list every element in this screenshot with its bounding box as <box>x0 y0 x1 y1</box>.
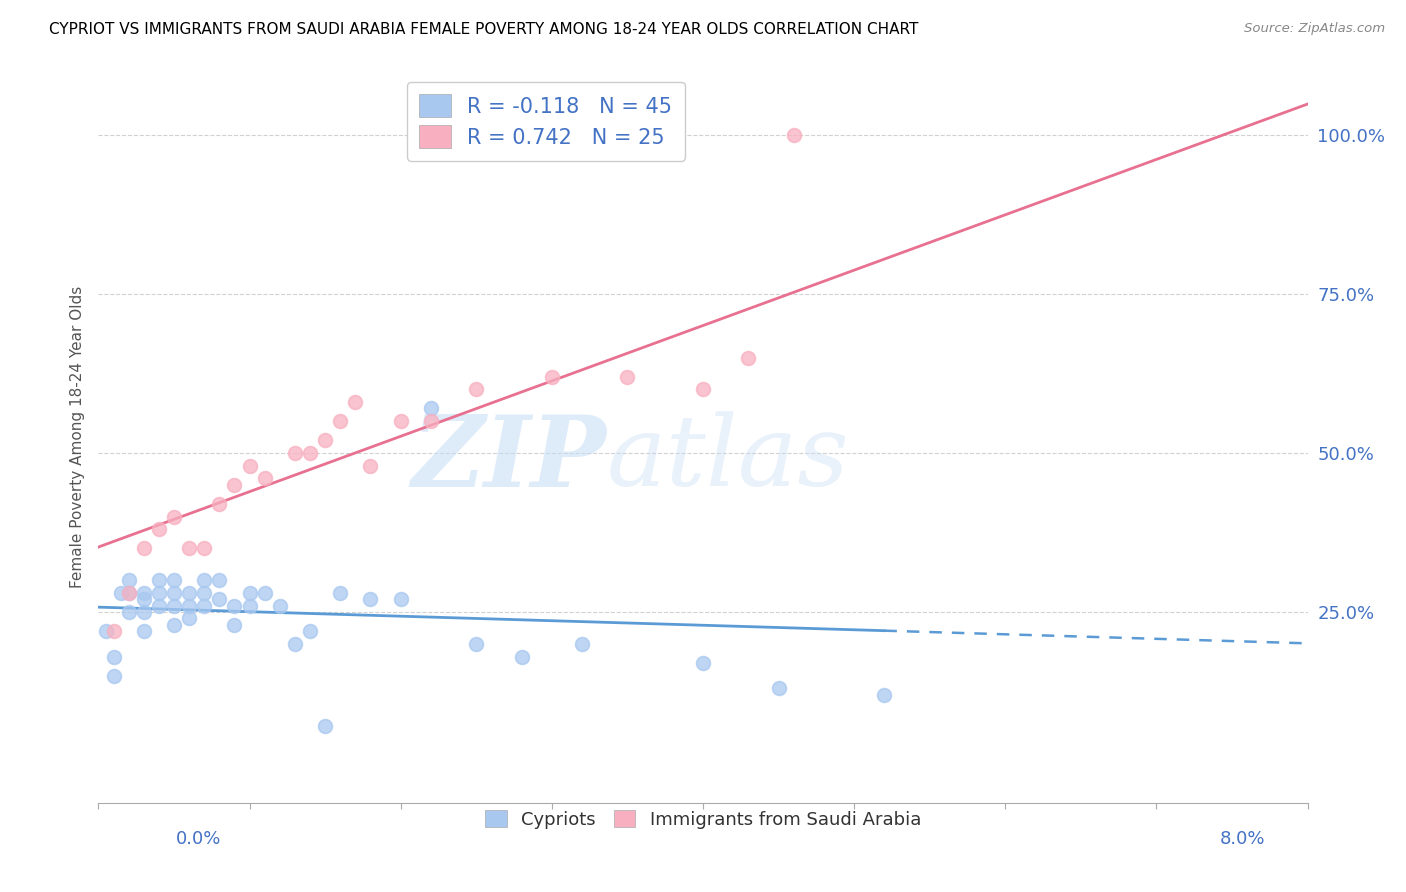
Point <box>389 592 412 607</box>
Point <box>118 605 141 619</box>
Text: atlas: atlas <box>606 411 849 507</box>
Text: ZIP: ZIP <box>412 411 606 508</box>
Point <box>132 605 155 619</box>
Point <box>224 599 246 613</box>
Point <box>224 477 246 491</box>
Text: Source: ZipAtlas.com: Source: ZipAtlas.com <box>1244 22 1385 36</box>
Point <box>873 688 896 702</box>
Point <box>193 541 215 556</box>
Point <box>103 649 125 664</box>
Point <box>224 617 246 632</box>
Point <box>179 611 201 625</box>
Point <box>148 586 170 600</box>
Point <box>299 446 322 460</box>
Point <box>571 637 593 651</box>
Point <box>118 573 141 587</box>
Point <box>768 681 790 696</box>
Point <box>284 637 307 651</box>
Point <box>253 471 276 485</box>
Point <box>94 624 117 638</box>
Point <box>616 369 638 384</box>
Point <box>737 351 759 365</box>
Point <box>193 599 215 613</box>
Point <box>389 414 412 428</box>
Point <box>118 586 141 600</box>
Point <box>179 586 201 600</box>
Point <box>148 573 170 587</box>
Point <box>148 522 170 536</box>
Point <box>299 624 322 638</box>
Point <box>103 624 125 638</box>
Point <box>783 128 806 142</box>
Point <box>540 369 562 384</box>
Legend: Cypriots, Immigrants from Saudi Arabia: Cypriots, Immigrants from Saudi Arabia <box>475 801 931 838</box>
Point <box>284 446 307 460</box>
Point <box>314 434 336 448</box>
Point <box>118 586 141 600</box>
Point <box>692 383 714 397</box>
Point <box>360 458 382 473</box>
Point <box>360 592 382 607</box>
Text: CYPRIOT VS IMMIGRANTS FROM SAUDI ARABIA FEMALE POVERTY AMONG 18-24 YEAR OLDS COR: CYPRIOT VS IMMIGRANTS FROM SAUDI ARABIA … <box>49 22 918 37</box>
Point <box>329 414 352 428</box>
Point <box>239 599 262 613</box>
Y-axis label: Female Poverty Among 18-24 Year Olds: Female Poverty Among 18-24 Year Olds <box>69 286 84 588</box>
Point <box>465 383 488 397</box>
Text: 0.0%: 0.0% <box>176 830 221 847</box>
Point <box>420 414 443 428</box>
Point <box>103 668 125 682</box>
Point <box>208 497 231 511</box>
Point <box>163 599 186 613</box>
Point <box>193 586 215 600</box>
Point <box>314 719 336 733</box>
Point <box>148 599 170 613</box>
Point <box>179 541 201 556</box>
Point <box>239 586 262 600</box>
Point <box>163 586 186 600</box>
Text: 8.0%: 8.0% <box>1220 830 1265 847</box>
Point <box>269 599 291 613</box>
Point <box>132 586 155 600</box>
Point <box>208 592 231 607</box>
Point <box>163 509 186 524</box>
Point <box>193 573 215 587</box>
Point <box>163 617 186 632</box>
Point <box>344 395 367 409</box>
Point <box>132 592 155 607</box>
Point <box>329 586 352 600</box>
Point <box>465 637 488 651</box>
Point <box>208 573 231 587</box>
Point <box>132 541 155 556</box>
Point <box>510 649 533 664</box>
Point <box>110 586 132 600</box>
Point <box>163 573 186 587</box>
Point <box>239 458 262 473</box>
Point <box>179 599 201 613</box>
Point <box>253 586 276 600</box>
Point <box>692 656 714 670</box>
Point <box>420 401 443 416</box>
Point <box>132 624 155 638</box>
